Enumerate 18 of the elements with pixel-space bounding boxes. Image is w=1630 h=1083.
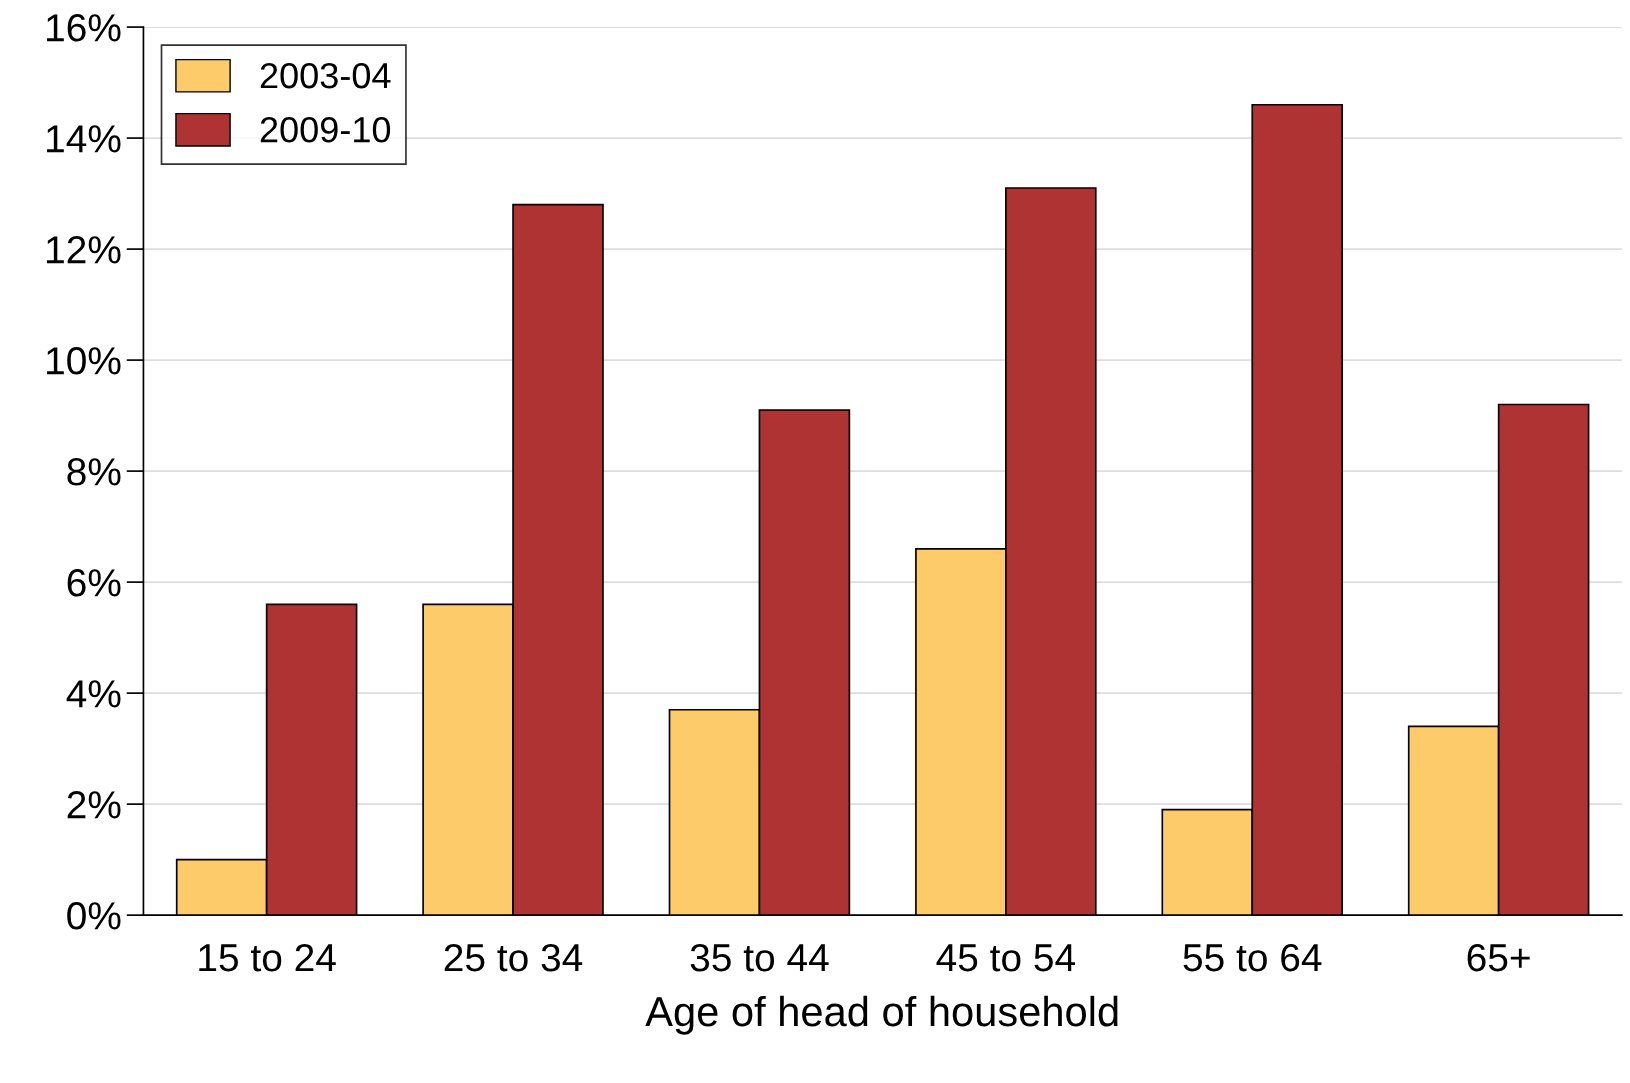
y-tick-label: 10% (47, 347, 121, 375)
x-tick-label: 45 to 54 (936, 944, 1075, 972)
y-tick-label: 2% (67, 791, 121, 819)
y-tick-label: 14% (47, 125, 121, 153)
x-tick-label: 25 to 34 (444, 943, 583, 972)
legend-label: 2003-04 (260, 62, 391, 89)
y-tick-label: 6% (67, 569, 121, 597)
x-tick-label: 15 to 24 (199, 943, 336, 972)
y-tick-label: 4% (66, 680, 121, 708)
x-tick-label: 55 to 64 (1183, 943, 1322, 972)
x-axis-title: Age of head of household (645, 995, 1118, 1035)
x-tick-label: 35 to 44 (690, 943, 829, 972)
x-tick-label: 65+ (1467, 943, 1530, 972)
legend-label: 2009-10 (260, 116, 391, 143)
y-tick-label: 8% (67, 458, 121, 486)
y-tick-label: 16% (47, 14, 121, 42)
y-tick-label: 12% (47, 236, 121, 264)
y-tick-label: 0% (67, 902, 121, 930)
